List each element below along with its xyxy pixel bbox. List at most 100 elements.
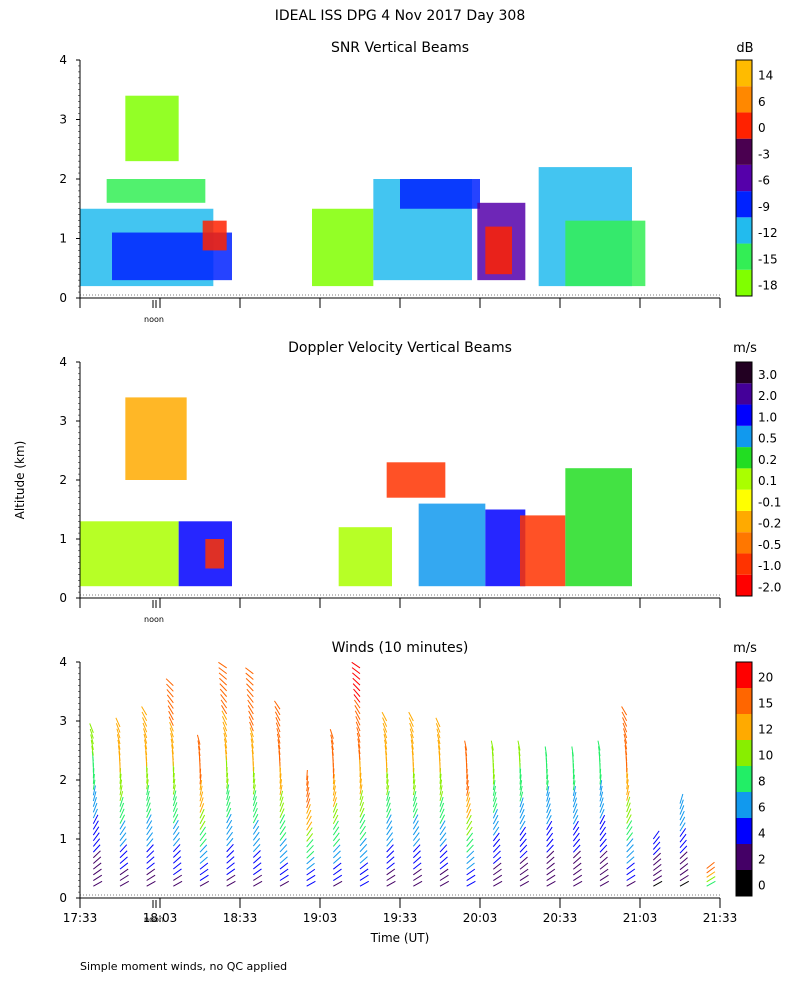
winds-wind-barb	[437, 739, 441, 750]
winds-wind-barb	[116, 728, 121, 739]
winds-wind-barb	[411, 745, 414, 756]
winds-wind-barb	[653, 869, 662, 877]
velocity-data-cell	[520, 515, 566, 587]
velocity-colorbar-swatch	[736, 447, 752, 469]
winds-wind-barb	[119, 856, 128, 864]
winds-wind-barb	[412, 820, 419, 830]
winds-wind-barb	[412, 785, 416, 796]
winds-wind-barb	[544, 746, 548, 757]
winds-wind-barb	[626, 779, 629, 790]
winds-wind-barb	[357, 744, 361, 755]
snr-data-cell	[485, 226, 512, 275]
winds-wind-barb	[247, 705, 254, 715]
winds-wind-barb	[439, 785, 443, 796]
winds-wind-barb	[172, 808, 178, 818]
winds-wind-barb	[170, 733, 174, 744]
winds-wind-barb	[437, 745, 441, 756]
winds-wind-barb	[166, 683, 174, 692]
winds-wind-barb	[436, 734, 441, 745]
winds-wind-barb	[331, 745, 334, 756]
winds-wind-barb	[466, 809, 472, 819]
snr-panel-title: SNR Vertical Beams	[331, 40, 469, 56]
winds-wind-barb	[706, 871, 716, 878]
winds-wind-barb	[146, 773, 149, 784]
winds-wind-barb	[219, 683, 228, 692]
winds-wind-barb	[170, 738, 174, 749]
winds-wind-barb	[626, 880, 636, 887]
winds-wind-barb	[408, 717, 414, 727]
winds-wind-barb	[306, 874, 316, 882]
winds-wind-barb	[599, 797, 604, 808]
winds-wind-barb	[172, 790, 177, 801]
winds-wind-barb	[226, 796, 231, 806]
snr-colorbar-swatch	[736, 60, 752, 87]
winds-wind-barb	[439, 880, 449, 887]
winds-wind-barb	[572, 774, 575, 785]
winds-wind-barb	[119, 874, 129, 881]
winds-wind-barb	[546, 838, 554, 848]
winds-wind-barb	[386, 838, 394, 847]
winds-wind-barb	[652, 841, 661, 850]
winds-wind-barb	[252, 778, 256, 789]
winds-wind-barb	[115, 717, 121, 728]
winds-wind-barb	[246, 694, 254, 703]
winds-wind-barb	[275, 717, 281, 727]
velocity-colorbar-tick-label: -0.2	[758, 517, 781, 531]
winds-wind-barb	[351, 667, 361, 675]
winds-wind-barb	[384, 745, 388, 756]
winds-wind-barb	[546, 874, 556, 881]
winds-wind-barb	[226, 819, 233, 830]
snr-colorbar-swatch	[736, 164, 752, 192]
winds-wind-barb	[546, 809, 552, 819]
winds-wind-barb	[332, 791, 337, 802]
winds-wind-barb	[706, 880, 716, 887]
winds-colorbar-swatch	[736, 792, 752, 818]
winds-wind-barb	[226, 825, 233, 835]
winds-wind-barb	[252, 825, 260, 835]
snr-colorbar-tick-label: -18	[758, 279, 778, 293]
noon-label: noon	[144, 915, 164, 924]
winds-wind-barb	[306, 880, 316, 887]
winds-wind-barb	[92, 808, 98, 819]
winds-wind-barb	[492, 791, 497, 802]
winds-wind-barb	[219, 688, 228, 697]
winds-wind-barb	[199, 850, 208, 859]
winds-wind-barb	[354, 705, 361, 715]
velocity-colorbar-tick-label: 0.2	[758, 453, 777, 467]
winds-wind-barb	[306, 798, 311, 809]
winds-wind-barb	[412, 838, 421, 847]
winds-wind-barb	[652, 836, 660, 845]
winds-wind-barb	[519, 856, 528, 864]
winds-wind-barb	[173, 862, 182, 870]
snr-y-tick-label: 1	[59, 232, 67, 246]
winds-wind-barb	[279, 862, 289, 870]
winds-wind-barb	[246, 688, 254, 698]
winds-wind-barb	[253, 856, 262, 864]
winds-wind-barb	[332, 774, 335, 785]
winds-wind-barb	[172, 825, 180, 835]
velocity-colorbar-swatch	[736, 468, 752, 490]
winds-wind-barb	[252, 790, 257, 801]
winds-wind-barb	[572, 832, 580, 842]
winds-wind-barb	[222, 727, 228, 737]
winds-wind-barb	[626, 802, 631, 813]
winds-wind-barb	[466, 797, 471, 808]
winds-wind-barb	[92, 779, 96, 790]
winds-wind-barb	[573, 862, 582, 870]
winds-wind-barb	[199, 880, 209, 887]
snr-colorbar-tick-label: 14	[758, 69, 773, 83]
winds-wind-barb	[279, 814, 286, 824]
winds-wind-barb	[169, 721, 174, 732]
winds-wind-barb	[679, 833, 687, 843]
winds-wind-barb	[492, 844, 501, 853]
winds-wind-barb	[412, 808, 418, 819]
winds-wind-barb	[279, 868, 289, 876]
winds-wind-barb	[250, 738, 254, 749]
winds-wind-barb	[116, 734, 121, 745]
snr-colorbar-swatch	[736, 217, 752, 244]
winds-wind-barb	[412, 850, 421, 859]
winds-wind-barb	[221, 716, 228, 726]
winds-wind-barb	[599, 774, 602, 785]
winds-wind-barb	[384, 739, 388, 750]
winds-wind-barb	[386, 820, 393, 830]
